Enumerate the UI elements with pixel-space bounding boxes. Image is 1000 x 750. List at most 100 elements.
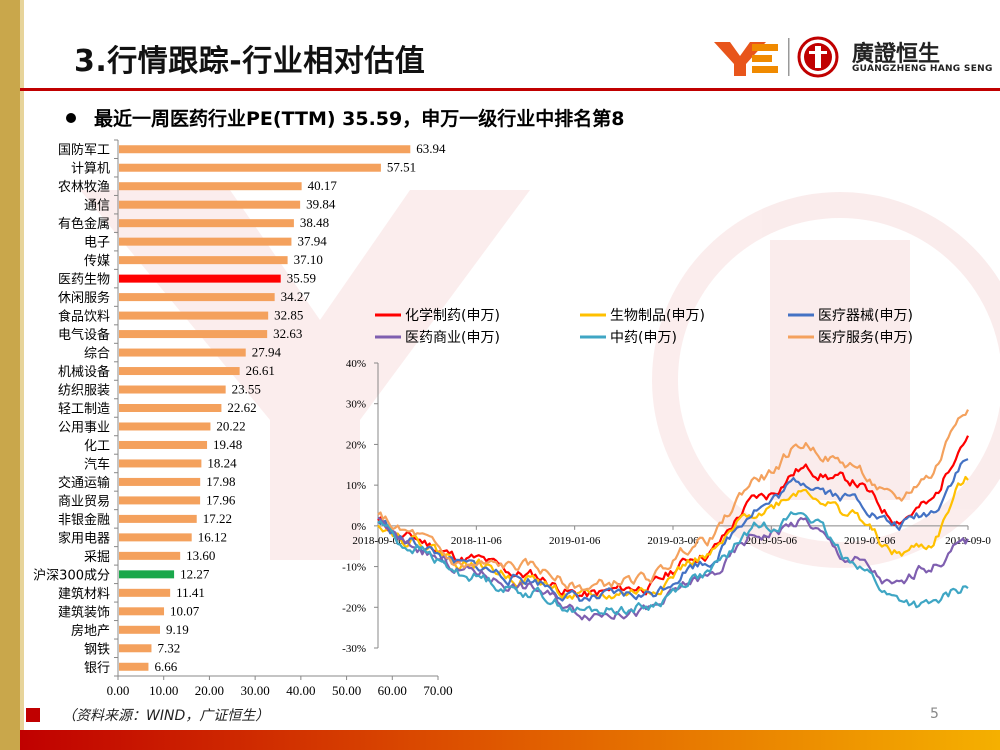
bar <box>119 145 411 154</box>
bar-category-label: 钢铁 <box>84 642 110 657</box>
legend-label: 化学制药(申万) <box>405 308 500 324</box>
legend-label: 生物制品(申万) <box>610 308 705 324</box>
line-y-tick-label: -20% <box>342 602 366 614</box>
bar <box>119 625 161 634</box>
bar-x-tick-label: 10.00 <box>149 683 178 698</box>
bar-value-label: 39.84 <box>306 197 336 212</box>
bar-category-label: 综合 <box>84 347 110 362</box>
bar-category-label: 农林牧渔 <box>58 180 110 195</box>
page-title: 3.行情跟踪-行业相对估值 <box>74 44 426 79</box>
bar <box>119 311 269 320</box>
bar-value-label: 35.59 <box>287 271 316 286</box>
bar-value-label: 40.17 <box>308 178 338 193</box>
bar-category-label: 通信 <box>84 199 110 214</box>
bar-value-label: 20.22 <box>216 418 245 433</box>
bar <box>119 459 202 468</box>
bar-value-label: 26.61 <box>246 363 275 378</box>
line-y-tick-label: 40% <box>346 358 366 370</box>
page-number: 5 <box>930 706 939 722</box>
bar-value-label: 34.27 <box>281 289 311 304</box>
bar-value-label: 19.48 <box>213 437 242 452</box>
bar-category-label: 银行 <box>84 661 110 676</box>
bar-value-label: 57.51 <box>387 160 416 175</box>
line-series <box>377 458 969 602</box>
bar-category-label: 有色金属 <box>58 216 110 232</box>
bar <box>119 200 301 209</box>
bar <box>119 330 268 339</box>
bar-category-label: 建筑材料 <box>58 586 110 602</box>
bar-x-tick-label: 60.00 <box>378 683 407 698</box>
line-series <box>377 475 969 600</box>
bar-category-label: 休闲服务 <box>58 290 110 306</box>
bar-value-label: 7.32 <box>157 640 180 655</box>
line-series <box>377 409 969 592</box>
bullet-icon <box>66 112 76 123</box>
bar-value-label: 18.24 <box>207 455 237 470</box>
bar-value-label: 32.63 <box>273 326 302 341</box>
bar-category-label: 商业贸易 <box>58 494 110 509</box>
bar <box>119 237 292 246</box>
bar <box>119 551 181 560</box>
line-series <box>377 511 969 616</box>
bar <box>119 662 149 671</box>
bar-category-label: 采掘 <box>84 550 110 565</box>
bar-value-label: 11.41 <box>176 585 205 600</box>
bar <box>119 422 211 431</box>
bar <box>119 514 197 523</box>
bar-category-label: 沪深300成分 <box>33 567 110 583</box>
bar <box>119 440 208 449</box>
legend-label: 医疗服务(申万) <box>818 330 913 346</box>
bar-value-label: 32.85 <box>274 308 303 323</box>
line-series <box>377 516 969 622</box>
bar <box>119 182 302 191</box>
line-y-tick-label: 10% <box>346 480 366 492</box>
seal-icon <box>797 36 839 78</box>
bar <box>119 644 152 653</box>
bar-value-label: 10.07 <box>170 603 200 618</box>
pe-bar-chart: 国防军工 63.94 计算机 57.51 农林牧渔 40.17 通信 39.84 有色金属 38.… <box>33 139 453 698</box>
bar-value-label: 17.98 <box>206 474 235 489</box>
bar <box>119 219 294 228</box>
bar-category-label: 食品饮料 <box>58 309 110 325</box>
index-line-chart: 化学制药(申万) 生物制品(申万) 医疗器械(申万) 医药商业(申万) 中药(申万) 医疗… <box>342 308 991 655</box>
brand-name-en: GUANGZHENG HANG SENG <box>852 64 993 74</box>
bar <box>119 367 240 376</box>
legend-label: 医疗器械(申万) <box>818 308 913 324</box>
title-divider <box>20 88 1000 91</box>
bar <box>119 496 201 505</box>
bar-value-label: 22.62 <box>227 400 256 415</box>
bar <box>119 293 275 302</box>
bar-category-label: 公用事业 <box>58 420 110 435</box>
left-accent-stripe <box>20 0 24 750</box>
line-legend: 化学制药(申万) 生物制品(申万) 医疗器械(申万) 医药商业(申万) 中药(申万) 医疗… <box>375 308 913 346</box>
bar-value-label: 17.96 <box>206 492 236 507</box>
line-x-tick-label: 2018-09-06 <box>352 535 404 547</box>
bar <box>119 163 381 172</box>
line-y-tick-label: 0% <box>351 521 366 533</box>
bar <box>119 588 171 597</box>
line-y-tick-label: -10% <box>342 562 366 574</box>
line-series <box>377 435 970 598</box>
bar-category-label: 电气设备 <box>58 327 110 343</box>
bar-category-label: 房地产 <box>71 623 110 639</box>
brand-logo <box>714 36 839 78</box>
bar-category-label: 电子 <box>84 236 110 251</box>
left-accent-bar <box>0 0 20 750</box>
line-x-tick-label: 2018-11-06 <box>451 535 502 547</box>
bar-category-label: 家用电器 <box>58 530 110 546</box>
bar-value-label: 13.60 <box>186 548 215 563</box>
bar-category-label: 医药生物 <box>58 273 110 288</box>
bar <box>119 607 165 616</box>
footer-marker <box>26 708 40 722</box>
bar-category-label: 非银金融 <box>58 512 110 528</box>
bar-x-tick-label: 30.00 <box>241 683 270 698</box>
bar-category-label: 建筑装饰 <box>58 604 110 620</box>
bar <box>119 533 192 542</box>
bar-category-label: 机械设备 <box>58 364 110 380</box>
bar-value-label: 17.22 <box>203 511 232 526</box>
bar-value-label: 27.94 <box>252 345 282 360</box>
bar <box>119 256 288 265</box>
bar <box>119 274 281 283</box>
brand-name: 廣證恒生 <box>852 42 941 67</box>
line-y-tick-label: 20% <box>346 439 366 451</box>
